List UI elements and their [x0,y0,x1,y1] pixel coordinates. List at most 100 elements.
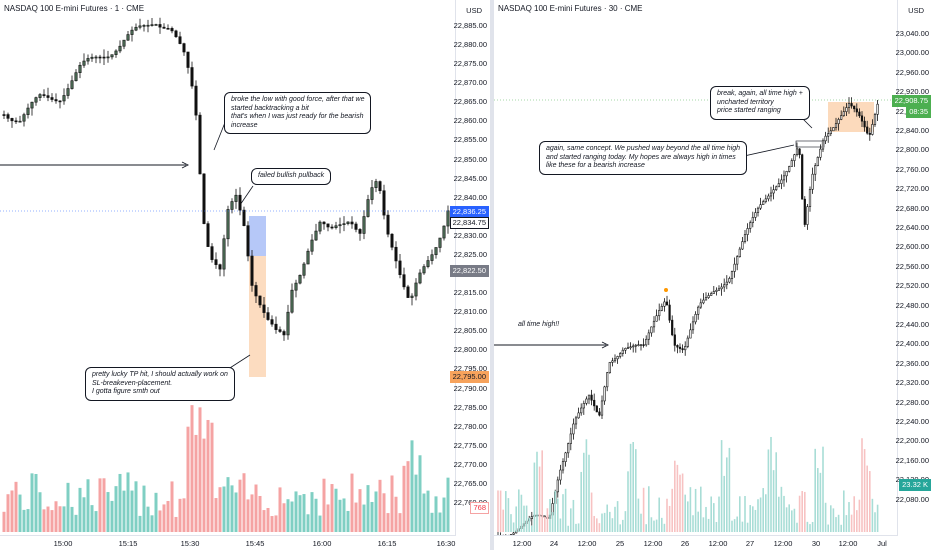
candle-down [863,120,866,128]
candle-up [819,148,822,158]
chart-pane-30min[interactable]: NASDAQ 100 E-mini Futures · 30 · CME bre… [494,0,932,550]
annotation-label-ath[interactable]: all time high!! [518,321,559,330]
note-pointer [239,185,254,206]
chart-pane-1min[interactable]: NASDAQ 100 E-mini Futures · 1 · CME brok… [0,0,490,550]
target-price-badge: 22,795.00 [449,371,489,383]
candle-up [134,26,138,31]
price-tick-label: 22,320.00 [895,378,929,388]
annotation-note-tp-hit[interactable]: pretty lucky TP hit, I should actually w… [85,367,235,401]
price-tick-label: 22,795.00 [453,364,487,374]
candle-up [426,260,430,267]
volume-bar [814,448,816,532]
note-line: failed bullish pullback [258,172,325,179]
candle-up [118,45,122,52]
volume-bar [442,497,446,532]
price-scale[interactable]: USD 22,885.00 22,880.00 22,875.00 22,870.00… [449,0,490,550]
candle-down [354,223,358,230]
candle-up [74,72,78,82]
volume-bar [775,452,777,532]
volume-bar [804,491,806,532]
candle-up [414,282,418,297]
candle-up [871,124,874,135]
volume-bar [262,510,266,532]
candle-up [816,157,819,166]
volume-bar [246,499,250,532]
candle-up [442,225,446,239]
annotation-note-same-concept[interactable]: again, same concept. We pushed way beyon… [539,141,748,175]
candle-down [198,114,202,175]
volume-bar [832,508,835,532]
candle-up [637,344,640,347]
candle-up [26,107,30,115]
symbol-title[interactable]: NASDAQ 100 E-mini Futures · 30 · CME [498,4,643,13]
volume-bar [668,505,671,532]
candle-up [788,166,791,172]
candle-up [122,39,126,47]
position-stop-zone[interactable] [249,216,266,256]
price-tick-label: 22,765.00 [453,478,487,488]
time-axis[interactable]: 12:00 24 12:00 25 12:00 26 12:00 27 12:00 30 12:00… [494,535,898,550]
price-tick-label: 22,860.00 [453,116,487,126]
candle-up [342,223,346,225]
volume-bar [754,509,757,532]
candle-up [512,532,515,535]
volume-bar [523,505,525,532]
candle-up [629,346,632,349]
volume-bar [326,504,330,532]
candle-up [302,263,306,276]
candle-up [806,206,809,225]
price-tick-label: 22,400.00 [895,339,929,349]
candle-down [262,304,266,313]
volume-bar [302,494,306,532]
candle-up [793,154,796,161]
time-tick-label: 12:00 [708,539,728,548]
candle-up [294,282,298,291]
price-tick-label: 22,870.00 [453,78,487,88]
candlestick-plot[interactable] [494,0,898,536]
event-marker-icon[interactable] [664,288,668,292]
price-tick-label: 22,920.00 [895,87,929,97]
symbol-title[interactable]: NASDAQ 100 E-mini Futures · 1 · CME [4,4,145,13]
time-axis[interactable]: 15:00 15:15 15:30 15:45 16:00 16:15 16:30 [0,535,456,550]
last-price-badge: 22,836.25 [449,206,489,218]
price-tick-label: 22,840.00 [895,126,929,135]
candle-up [587,394,591,400]
time-tick-label: 12:00 [512,539,532,548]
volume-bar [798,495,801,532]
volume-bar [382,493,386,532]
volume-bar [194,434,198,532]
volume-bar [374,491,378,532]
volume-bar [551,512,554,532]
candle-up [723,284,726,288]
volume-bar [694,488,697,532]
candle-down [850,103,853,107]
annotation-note-break-low[interactable]: broke the low with good force, after tha… [224,92,372,134]
volume-bar [767,449,770,532]
candle-up [62,95,66,102]
volume-bar [759,497,762,532]
volume-bar [637,498,640,532]
candle-up [775,186,778,191]
candlestick-plot[interactable] [0,0,456,536]
volume-bar [746,522,749,532]
candle-down [162,26,166,29]
annotation-note-failed-pullback[interactable]: failed bullish pullback [251,168,332,185]
volume-bar [718,496,720,532]
price-scale[interactable]: USD 23,040.00 23,000.00 22,960.00 22,920.00… [891,0,932,550]
candle-down [14,120,18,123]
currency-label: USD [908,6,924,15]
range-marker[interactable] [795,140,825,148]
candle-down [858,111,861,117]
annotation-note-break-ath[interactable]: break, again, all time high + uncharted … [710,86,810,120]
candle-down [10,118,14,122]
time-tick-label: 15:45 [245,539,265,548]
candle-up [780,179,783,184]
price-tick-label: 22,760.00 [895,164,929,174]
candle-down [98,56,102,59]
volume-bar [110,500,114,532]
position-target-zone[interactable] [249,256,266,377]
volume-bar [242,473,246,532]
pane-divider[interactable] [490,0,494,550]
candle-down [673,334,676,346]
candle-up [438,237,442,248]
